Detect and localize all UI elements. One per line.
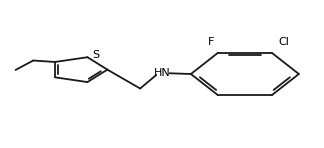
Text: Cl: Cl: [279, 37, 290, 47]
Text: S: S: [92, 50, 99, 60]
Text: F: F: [208, 37, 215, 47]
Text: HN: HN: [154, 68, 171, 78]
